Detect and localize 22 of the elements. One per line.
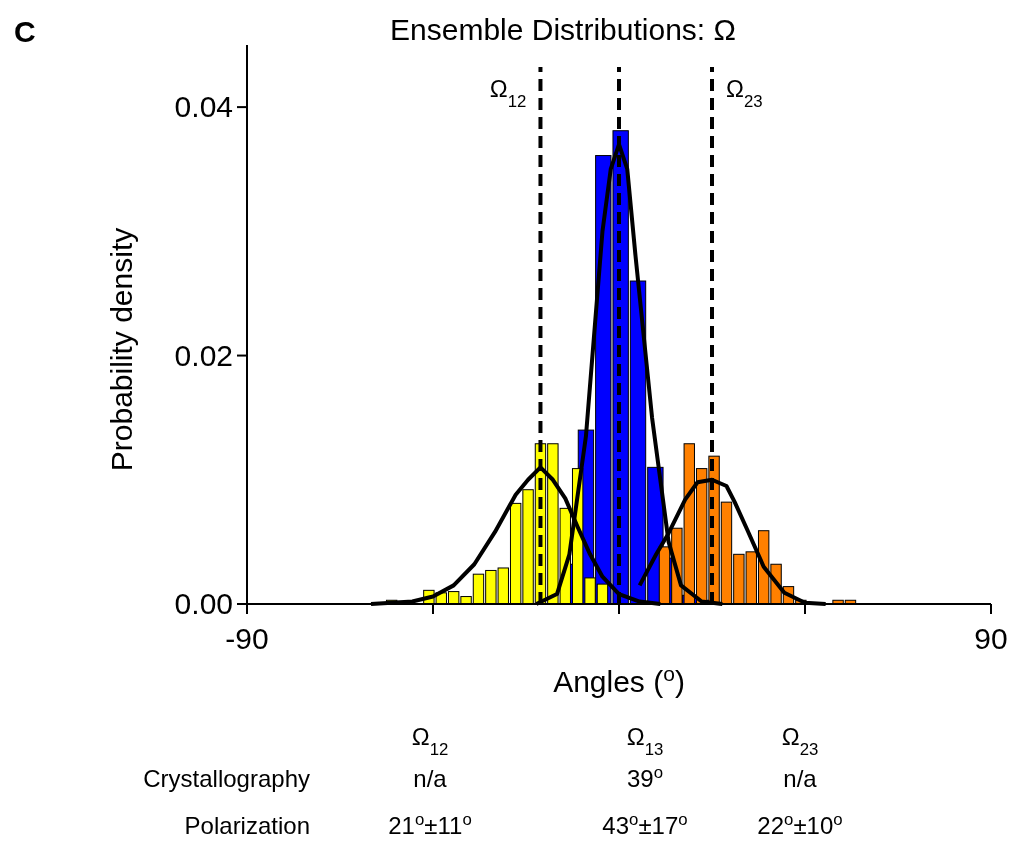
y-tick-label: 0.02 [174,338,233,372]
chart-title: Ensemble Distributions: Ω [390,13,736,46]
text: Polarization [184,812,310,839]
text: 43$^{o}$±17$^{o}$ [602,809,688,839]
y-tick-label: 0.04 [174,90,233,124]
ref-line-label: Ω$_{23}$ [726,75,763,111]
y-tick-label: 0.00 [174,587,233,620]
x-axis-title: Angles ($^{o}$) [553,661,685,698]
text: C [14,15,36,48]
text: Ω$_{13}$ [626,723,664,759]
x-tick-label: -90 [225,622,269,655]
text: 21$^{o}$±11$^{o}$ [388,809,472,839]
text: Crystallography [143,765,310,792]
text: n/a [783,765,818,792]
text: Ω$_{12}$ [411,723,449,759]
text: 22$^{o}$±10$^{o}$ [757,809,843,839]
ref-line-label: Ω$_{12}$ [489,75,527,111]
text: 39$^{o}$ [626,762,664,792]
text: n/a [413,765,448,792]
y-axis-title: Probability density [105,227,138,472]
x-tick-label: 90 [974,622,1008,655]
text: Ω$_{23}$ [781,723,819,759]
